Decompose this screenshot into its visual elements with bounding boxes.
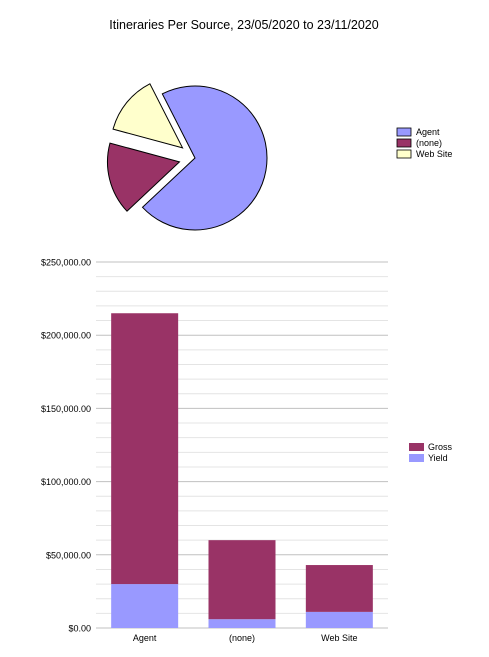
bar-gross-agent: [111, 313, 179, 585]
bar-gross-web-site: [305, 565, 373, 612]
pie-legend: Agent(none)Web Site: [396, 127, 452, 159]
y-tick-label: $0.00: [68, 624, 91, 634]
x-tick-label: (none): [229, 633, 255, 643]
pie-slice-none: [106, 142, 181, 212]
bar-legend-swatch-yield: [409, 454, 424, 462]
pie-legend-label-none: (none): [416, 138, 442, 148]
x-tick-label: Web Site: [321, 633, 357, 643]
pie-legend-swatch-web-site: [396, 149, 412, 159]
chart-title: Itineraries Per Source, 23/05/2020 to 23…: [109, 18, 378, 32]
y-tick-label: $50,000.00: [46, 550, 91, 560]
pie-legend-swatch-agent: [396, 127, 412, 137]
pie-slice-web-site: [112, 83, 184, 149]
bar-gross-none: [208, 540, 276, 620]
y-tick-label: $100,000.00: [41, 477, 91, 487]
y-tick-label: $150,000.00: [41, 404, 91, 414]
pie-chart: [106, 83, 268, 231]
pie-slice-agent: [141, 85, 268, 231]
bar-legend-swatch-gross: [409, 443, 424, 451]
bar-legend-label-yield: Yield: [428, 453, 448, 463]
bar-yield-agent: [111, 584, 179, 628]
bar-yield-web-site: [305, 611, 373, 628]
pie-legend-label-web-site: Web Site: [416, 149, 452, 159]
bar-yield-none: [208, 619, 276, 628]
pie-legend-swatch-none: [396, 138, 412, 148]
bar-legend-label-gross: Gross: [428, 442, 453, 452]
y-tick-label: $200,000.00: [41, 331, 91, 341]
y-tick-label: $250,000.00: [41, 258, 91, 268]
x-tick-label: Agent: [133, 633, 157, 643]
pie-legend-label-agent: Agent: [416, 127, 440, 137]
bar-chart: $0.00 $50,000.00 $100,000.00 $150,000.00 $20…: [41, 258, 388, 643]
